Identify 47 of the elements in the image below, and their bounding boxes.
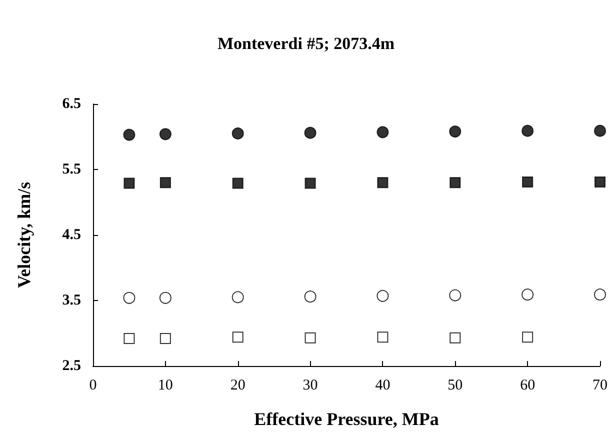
- point: [594, 124, 606, 137]
- y-tick-label: 4.5: [62, 227, 81, 243]
- point: [159, 128, 172, 140]
- point: [522, 176, 534, 188]
- point: [304, 332, 316, 344]
- point: [304, 178, 316, 189]
- point: [449, 126, 462, 138]
- point: [304, 290, 316, 303]
- x-tick-label: 40: [375, 378, 390, 394]
- point: [377, 177, 388, 188]
- y-tick-label: 2.5: [62, 358, 81, 374]
- x-tick-label: 20: [230, 378, 246, 394]
- point: [450, 177, 461, 188]
- point: [376, 126, 389, 138]
- x-axis-title: Effective Pressure, MPa: [254, 409, 439, 429]
- point: [594, 288, 606, 301]
- chart-title: Monteverdi #5; 2073.4m: [217, 34, 395, 53]
- point: [449, 289, 462, 302]
- point: [450, 332, 461, 344]
- point: [232, 178, 244, 189]
- point: [124, 332, 135, 344]
- x-tick-label: 70: [592, 378, 608, 394]
- y-tick-label: 3.5: [62, 292, 81, 308]
- point: [123, 128, 136, 141]
- point: [594, 176, 606, 188]
- point: [376, 290, 389, 302]
- point: [232, 332, 244, 343]
- point: [232, 291, 244, 304]
- point: [232, 127, 244, 140]
- point: [522, 288, 534, 301]
- y-tick-label: 6.5: [62, 96, 81, 112]
- point: [123, 292, 136, 304]
- x-tick-label: 10: [158, 378, 173, 394]
- point: [159, 292, 172, 304]
- point: [522, 332, 534, 343]
- x-tick-label: 50: [448, 378, 463, 394]
- x-tick-label: 60: [520, 378, 536, 394]
- y-tick-label: 5.5: [62, 162, 81, 178]
- point: [377, 332, 388, 343]
- x-tick-label: 30: [302, 378, 318, 394]
- point: [124, 178, 135, 189]
- x-tick-label: 0: [89, 378, 97, 394]
- point: [160, 177, 171, 188]
- point: [522, 124, 534, 137]
- point: [160, 332, 171, 344]
- y-axis-title: Velocity, km/s: [14, 182, 34, 288]
- point: [304, 126, 316, 139]
